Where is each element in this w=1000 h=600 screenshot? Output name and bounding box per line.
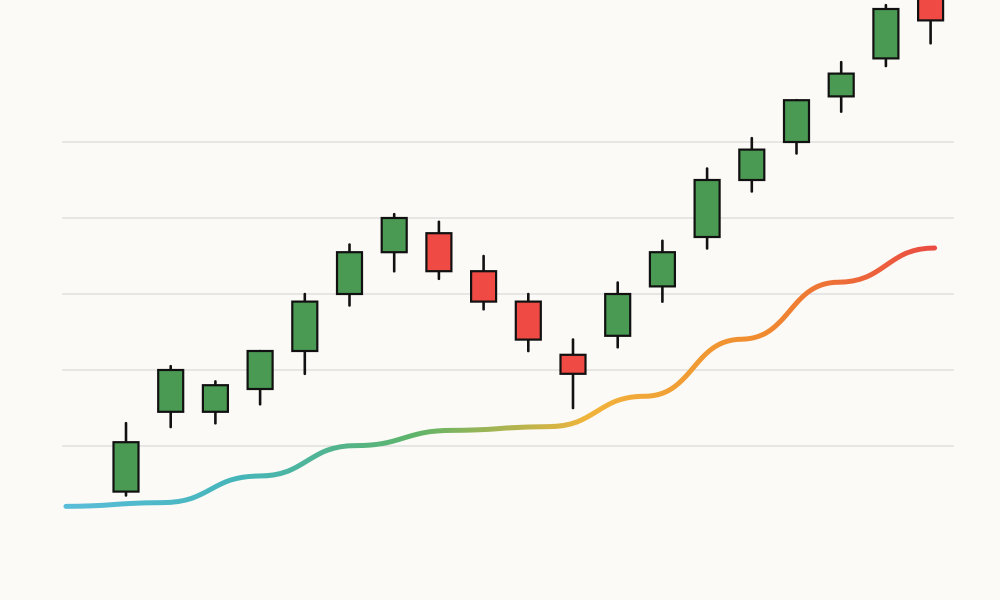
- candle-body: [112, 441, 140, 493]
- candle-body: [291, 300, 319, 353]
- trend-line-layer: [63, 245, 938, 509]
- candle-body: [693, 178, 721, 239]
- candle-body: [157, 368, 185, 413]
- candle: [738, 136, 766, 193]
- candle: [604, 281, 632, 349]
- candles-layer: [112, 0, 945, 497]
- candle-body: [514, 300, 542, 341]
- candle: [782, 98, 811, 155]
- candle-body: [335, 251, 364, 296]
- candle-body: [648, 251, 677, 288]
- candle-body: [827, 72, 855, 98]
- candle: [380, 212, 408, 273]
- candle-body: [470, 270, 498, 303]
- candle-body: [380, 216, 408, 254]
- candle-body: [604, 292, 632, 337]
- candle: [559, 338, 587, 410]
- candle: [291, 292, 319, 376]
- candle: [246, 349, 274, 406]
- candle: [514, 292, 542, 353]
- candle-body: [872, 7, 900, 60]
- candle-body: [425, 232, 453, 273]
- candle: [425, 220, 453, 281]
- candle-body: [916, 0, 945, 22]
- candle: [872, 3, 900, 68]
- candle: [827, 60, 855, 113]
- candle-body: [738, 148, 766, 182]
- candle: [693, 167, 721, 250]
- candle: [648, 239, 677, 303]
- trend-line: [63, 245, 938, 509]
- candle: [112, 421, 140, 497]
- candle-body: [201, 384, 229, 413]
- candle: [157, 364, 185, 429]
- candle: [201, 380, 229, 425]
- candle: [335, 243, 364, 307]
- candle-body: [782, 99, 811, 144]
- gridlines: [62, 141, 954, 447]
- candle: [470, 254, 498, 311]
- candle: [916, 0, 945, 45]
- candle-body: [559, 353, 587, 375]
- candle-body: [246, 349, 274, 391]
